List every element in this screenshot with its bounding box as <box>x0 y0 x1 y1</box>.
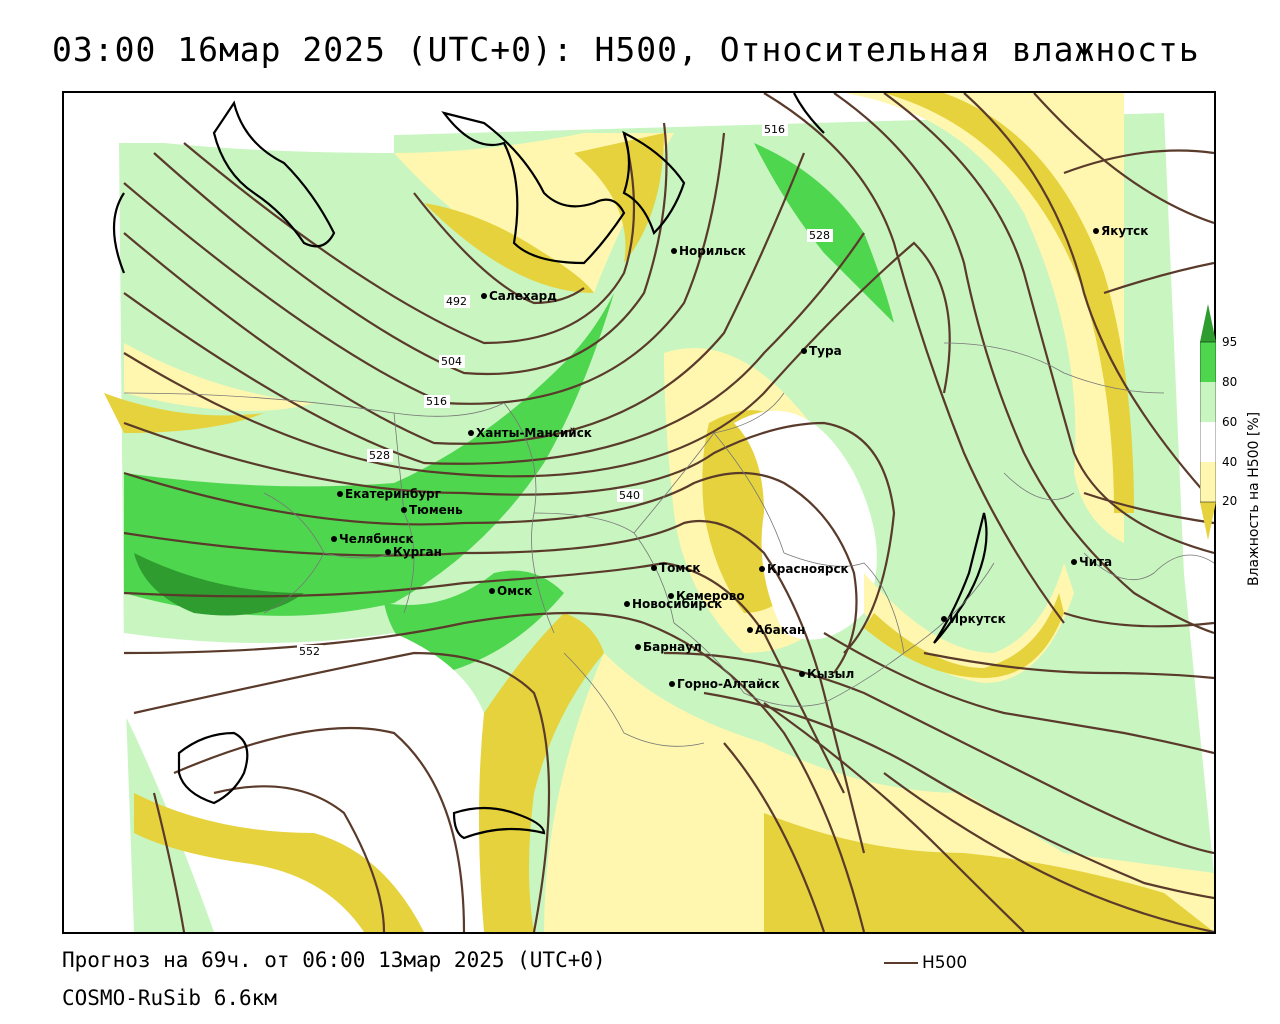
city-marker <box>1071 559 1077 565</box>
legend-line-swatch <box>884 962 918 964</box>
forecast-info: Прогноз на 69ч. от 06:00 13мар 2025 (UTC… <box>62 948 606 972</box>
colorbar <box>1199 304 1217 540</box>
legend: H500 <box>884 953 967 973</box>
city-label: Челябинск <box>339 532 414 546</box>
colorbar-band-40-60 <box>1200 422 1216 462</box>
city-marker <box>489 588 495 594</box>
isohypse-label: 540 <box>619 489 640 502</box>
isohypse-label-bg <box>807 229 833 242</box>
colorbar-tick: 80 <box>1222 375 1238 389</box>
city-marker <box>331 536 337 542</box>
city-marker <box>468 430 474 436</box>
city-label: Екатеринбург <box>345 487 441 501</box>
colorbar-band-20-40 <box>1200 462 1216 502</box>
city-label: Кызыл <box>807 667 854 681</box>
city-marker <box>624 601 630 607</box>
colorbar-band-60-80 <box>1200 382 1216 422</box>
city-label: Тура <box>809 344 842 358</box>
colorbar-bottom-triangle <box>1200 502 1216 540</box>
city-markers: Салехард Норильск Якутск Тура Ханты-Мансийск… <box>331 224 1148 691</box>
isohypse-label: 516 <box>426 395 447 408</box>
colorbar-tick: 20 <box>1222 494 1238 508</box>
isohypse-label: 552 <box>299 645 320 658</box>
city-marker <box>651 565 657 571</box>
city-marker <box>801 348 807 354</box>
city-label: Якутск <box>1101 224 1148 238</box>
city-marker <box>481 293 487 299</box>
colorbar-tick: 95 <box>1222 335 1238 349</box>
city-marker <box>799 671 805 677</box>
map-title: 03:00 16мар 2025 (UTC+0): H500, Относите… <box>52 30 1200 69</box>
humidity-field <box>104 93 1214 932</box>
isohypse-label: 492 <box>446 295 467 308</box>
city-marker <box>747 627 753 633</box>
isohypse-label: 528 <box>369 449 390 462</box>
map-canvas: Салехард Норильск Якутск Тура Ханты-Мансийск… <box>64 93 1214 932</box>
isohypse-label-bg <box>439 355 465 368</box>
city-marker <box>635 644 641 650</box>
city-label: Кемерово <box>676 589 745 603</box>
city-marker <box>668 593 674 599</box>
city-label: Барнаул <box>643 640 702 654</box>
isohypse-label-bg <box>617 489 643 502</box>
isohypse-label: 516 <box>764 123 785 136</box>
legend-label: H500 <box>922 953 968 973</box>
city-marker <box>385 549 391 555</box>
city-marker <box>759 566 765 572</box>
admin-borders <box>123 342 1214 747</box>
city-marker <box>669 681 675 687</box>
city-label: Чита <box>1079 555 1112 569</box>
city-label: Норильск <box>679 244 746 258</box>
isohypse-label-bg <box>297 645 323 658</box>
isohypse-labels: 492 504 516 528 540 552 516 528 <box>297 123 833 658</box>
isohypse-label-bg <box>367 449 393 462</box>
city-marker <box>401 507 407 513</box>
city-label: Красноярск <box>767 562 849 576</box>
coastlines <box>112 93 988 840</box>
city-marker <box>1093 228 1099 234</box>
colorbar-band-80-95 <box>1200 342 1216 382</box>
colorbar-tick: 40 <box>1222 455 1238 469</box>
city-label: Омск <box>497 584 532 598</box>
city-label: Иркутск <box>949 612 1006 626</box>
isohypse-label-bg <box>762 123 788 136</box>
isohypse-label: 528 <box>809 229 830 242</box>
city-label: Курган <box>393 545 442 559</box>
city-label: Абакан <box>755 623 805 637</box>
isohypse-label-bg <box>444 295 470 308</box>
isohypse-label: 504 <box>441 355 462 368</box>
city-label: Новосибирск <box>632 597 722 611</box>
city-label: Тюмень <box>409 503 463 517</box>
city-marker <box>671 248 677 254</box>
h500-isohypses <box>123 93 1214 932</box>
city-label: Горно-Алтайск <box>677 677 780 691</box>
city-marker <box>337 491 343 497</box>
colorbar-label: Влажность на H500 [%] <box>1246 411 1262 586</box>
city-label: Салехард <box>489 289 557 303</box>
model-name: COSMO-RuSib 6.6км <box>62 986 277 1010</box>
colorbar-tick: 60 <box>1222 415 1238 429</box>
city-label: Ханты-Мансийск <box>476 426 592 440</box>
colorbar-top-triangle <box>1200 304 1216 342</box>
city-label: Томск <box>659 561 701 575</box>
city-marker <box>941 616 947 622</box>
weather-map: Салехард Норильск Якутск Тура Ханты-Мансийск… <box>62 91 1216 934</box>
isohypse-label-bg <box>424 395 450 408</box>
